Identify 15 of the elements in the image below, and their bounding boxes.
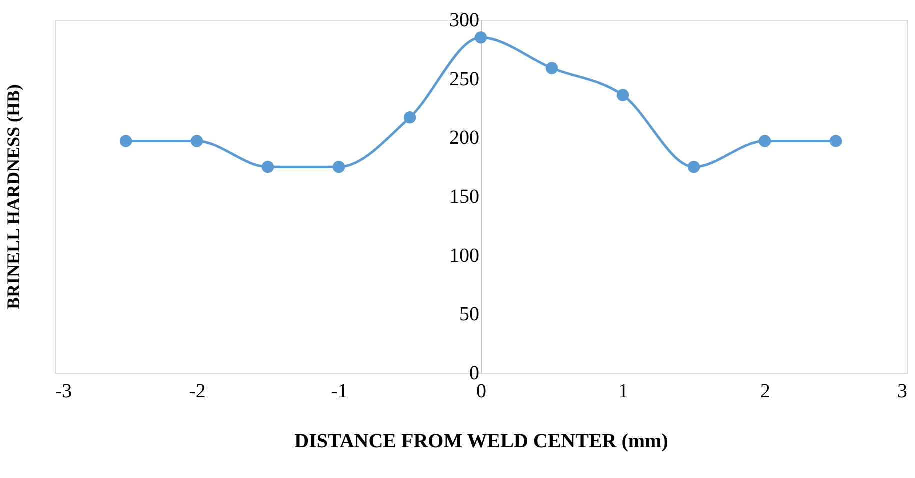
x-tick-label: -1	[331, 380, 348, 402]
y-tick-label: 50	[460, 304, 480, 326]
y-tick-label: 200	[450, 127, 480, 150]
y-axis-title: BRINELL HARDNESS (HB)	[4, 84, 24, 310]
x-tick-label: -2	[189, 380, 206, 402]
y-tick-label: 0	[470, 362, 480, 384]
x-tick-label: 2	[760, 380, 770, 402]
x-tick-label: 1	[618, 380, 628, 402]
x-tick-label: 3	[898, 380, 908, 402]
y-tick-label: 250	[450, 68, 480, 90]
x-axis-title: DISTANCE FROM WELD CENTER (mm)	[294, 430, 668, 452]
y-tick-label: 100	[450, 244, 480, 267]
x-tick-label: -3	[56, 380, 72, 402]
y-tick-label: 300	[450, 10, 480, 32]
y-tick-label: 150	[450, 186, 480, 208]
